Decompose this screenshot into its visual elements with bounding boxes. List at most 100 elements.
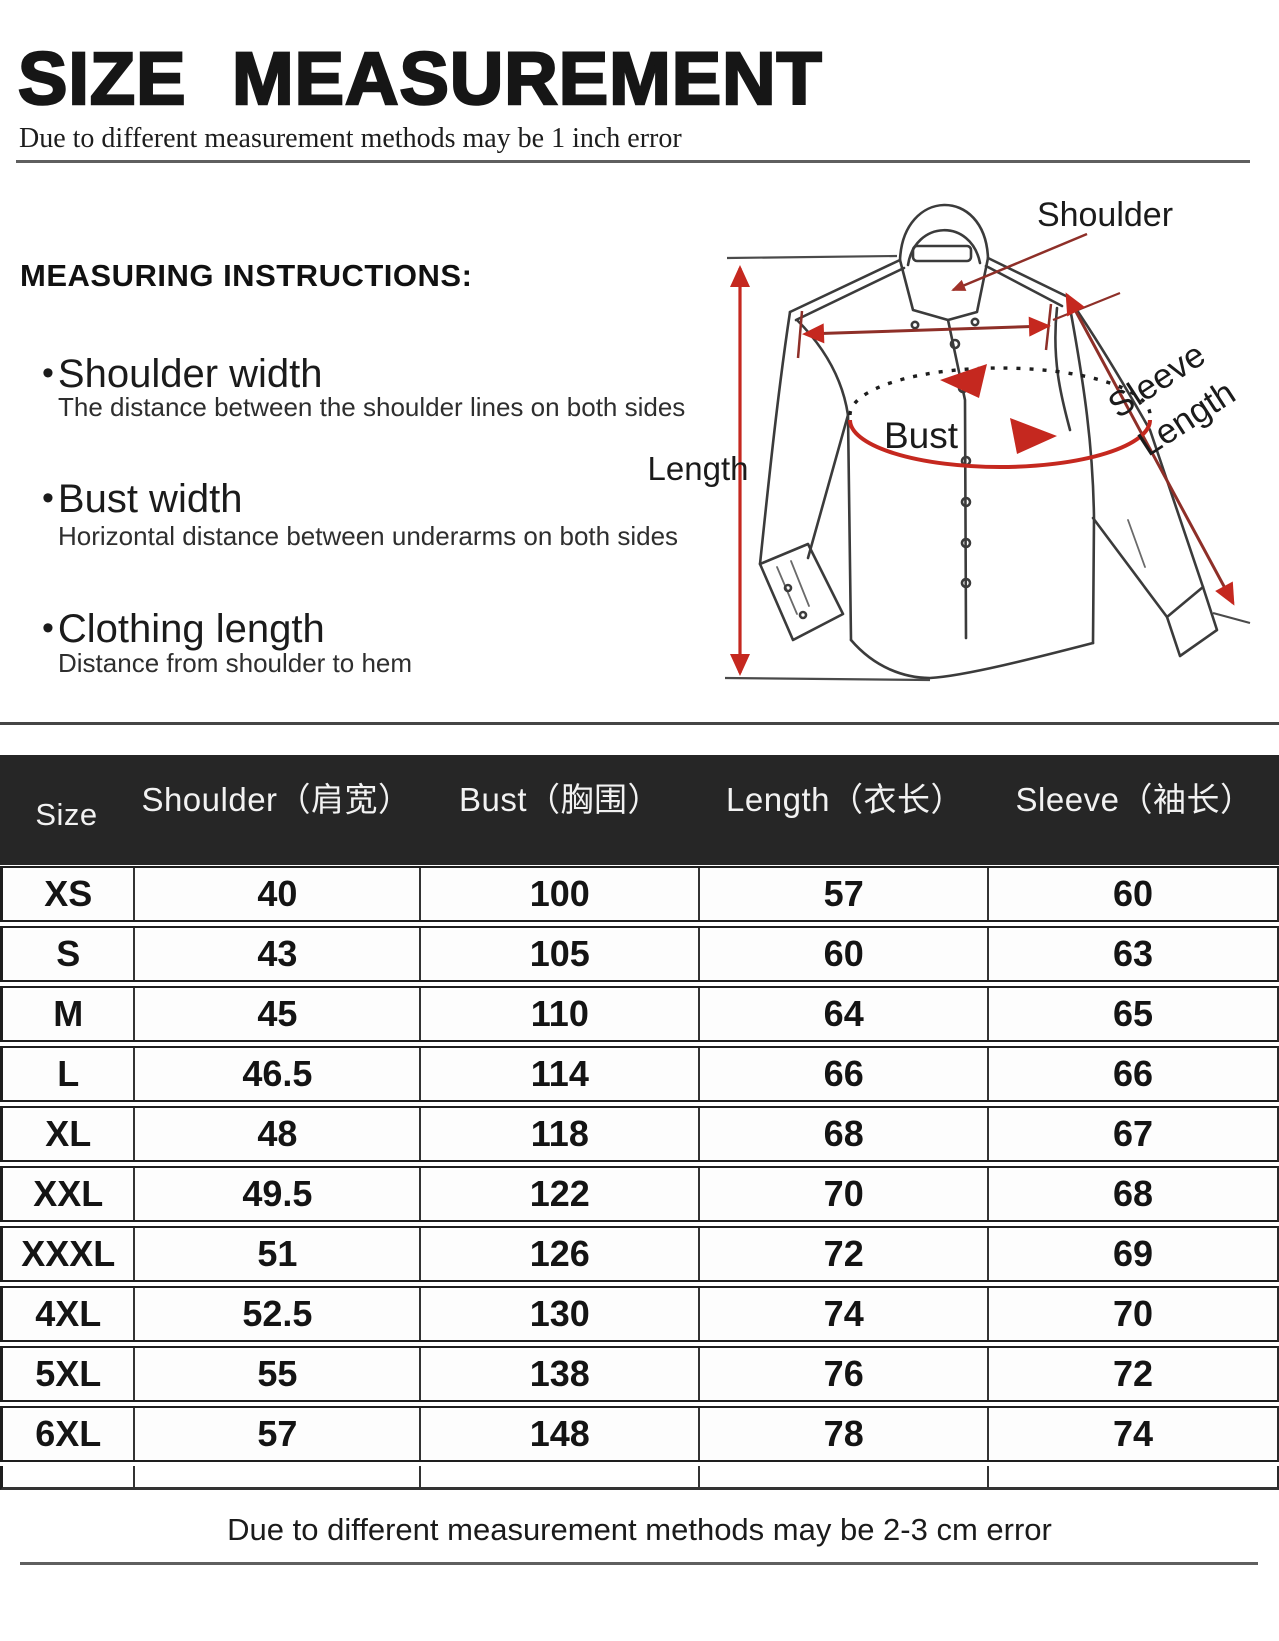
sleeve-cell: 66 xyxy=(1113,1053,1154,1094)
header-label-shoulder: Shoulder（肩宽） xyxy=(141,781,412,818)
size-cell: 6XL xyxy=(3,1408,136,1460)
shoulder-tick-left xyxy=(796,310,804,359)
strip-cell xyxy=(3,1466,136,1487)
title-divider xyxy=(16,160,1250,163)
bust-arrow-left xyxy=(940,364,987,398)
sleeve-cell: 68 xyxy=(1113,1173,1154,1214)
length-cell: 66 xyxy=(700,1048,990,1100)
shoulder-cell: 49.5 xyxy=(135,1168,422,1220)
sleeve-cell: 63 xyxy=(1113,933,1154,974)
length-cell: 76 xyxy=(700,1348,990,1400)
table-row: XL 48 118 68 67 xyxy=(0,1106,1279,1162)
size-cell: XXXL xyxy=(3,1228,136,1280)
bust-cell: 110 xyxy=(421,988,701,1040)
bust-cell: 126 xyxy=(421,1228,701,1280)
instruction-desc-length: Distance from shoulder to hem xyxy=(58,648,413,678)
sleeve-tick-bottom xyxy=(1212,611,1251,625)
header-label-size: Size xyxy=(35,797,98,832)
size-cell: 4XL xyxy=(3,1288,136,1340)
shoulder-cell: 40 xyxy=(135,868,422,920)
length-ref-top-line xyxy=(726,254,898,260)
sleeve-cell: 74 xyxy=(1113,1413,1154,1454)
sleeve-cell: 67 xyxy=(1113,1113,1154,1154)
shirt-measurement-diagram: Shoulder Length Bust Sleeve Length xyxy=(605,168,1279,708)
shoulder-cell: 43 xyxy=(135,928,422,980)
strip-cell xyxy=(989,1466,1277,1487)
bust-ellipse-dashed xyxy=(848,366,1152,416)
size-cell: XL xyxy=(3,1108,136,1160)
instruction-term-length: Clothing length xyxy=(42,607,325,652)
footer-divider xyxy=(20,1562,1258,1565)
table-row: XXXL 51 126 72 69 xyxy=(0,1226,1279,1282)
header-cell-shoulder: Shoulder（肩宽） xyxy=(133,755,420,865)
bust-arrow-right xyxy=(1010,418,1057,454)
strip-cell xyxy=(700,1466,990,1487)
bust-label: Bust xyxy=(884,415,959,456)
bust-cell: 105 xyxy=(421,928,701,980)
header-cell-length: Length（衣长） xyxy=(700,755,990,865)
bust-cell: 118 xyxy=(421,1108,701,1160)
measure-annotations xyxy=(724,232,1251,682)
length-cell: 68 xyxy=(700,1108,990,1160)
shoulder-label: Shoulder xyxy=(1037,196,1173,234)
length-label: Length xyxy=(648,450,749,487)
size-table-header: Size Shoulder（肩宽） Bust（胸围） Length（衣长） Sl… xyxy=(0,755,1279,865)
size-cell: 5XL xyxy=(3,1348,136,1400)
page-title: SIZE MEASUREMENT xyxy=(17,37,823,120)
length-cell: 57 xyxy=(700,868,990,920)
sleeve-cell: 72 xyxy=(1113,1353,1154,1394)
shoulder-cell: 51 xyxy=(135,1228,422,1280)
sleeve-cell: 69 xyxy=(1113,1233,1154,1274)
header-cell-sleeve: Sleeve（袖长） xyxy=(990,755,1279,865)
shoulder-measure-arrow xyxy=(802,316,1051,344)
header-label-sleeve: Sleeve（袖长） xyxy=(1015,781,1254,818)
sleeve-cell: 65 xyxy=(1113,993,1154,1034)
sleeve-cell: 60 xyxy=(1113,873,1154,914)
table-bottom-strip xyxy=(0,1466,1279,1490)
length-cell: 70 xyxy=(700,1168,990,1220)
footer-note: Due to different measurement methods may… xyxy=(227,1512,1052,1547)
length-cell: 74 xyxy=(700,1288,990,1340)
sleeve-cell: 70 xyxy=(1113,1293,1154,1334)
bust-cell: 122 xyxy=(421,1168,701,1220)
table-row: L 46.5 114 66 66 xyxy=(0,1046,1279,1102)
shirt-diagram-svg: Shoulder Length Bust Sleeve Length xyxy=(648,196,1251,682)
bust-ellipse-solid xyxy=(848,419,1152,469)
size-cell: M xyxy=(3,988,136,1040)
table-row: 6XL 57 148 78 74 xyxy=(0,1406,1279,1462)
page-subtitle: Due to different measurement methods may… xyxy=(19,123,682,154)
bust-cell: 114 xyxy=(421,1048,701,1100)
shoulder-leader-line xyxy=(951,232,1088,292)
instruction-term-shoulder: Shoulder width xyxy=(42,352,323,397)
bust-cell: 148 xyxy=(421,1408,701,1460)
instruction-desc-bust: Horizontal distance between underarms on… xyxy=(58,521,679,551)
table-row: XXL 49.5 122 70 68 xyxy=(0,1166,1279,1222)
shoulder-cell: 46.5 xyxy=(135,1048,422,1100)
shoulder-cell: 45 xyxy=(135,988,422,1040)
shoulder-cell: 52.5 xyxy=(135,1288,422,1340)
sleeve-measure-arrow xyxy=(1065,292,1235,606)
table-row: 4XL 52.5 130 74 70 xyxy=(0,1286,1279,1342)
length-ref-bottom-line xyxy=(724,676,931,682)
length-cell: 60 xyxy=(700,928,990,980)
bust-cell: 100 xyxy=(421,868,701,920)
instruction-term-bust: Bust width xyxy=(42,477,243,522)
size-cell: XXL xyxy=(3,1168,136,1220)
strip-cell xyxy=(421,1466,701,1487)
length-cell: 78 xyxy=(700,1408,990,1460)
instructions-heading: MEASURING INSTRUCTIONS: xyxy=(20,258,473,293)
bust-cell: 130 xyxy=(421,1288,701,1340)
table-row: 5XL 55 138 76 72 xyxy=(0,1346,1279,1402)
header-label-length: Length（衣长） xyxy=(726,781,964,818)
strip-cell xyxy=(135,1466,422,1487)
shoulder-cell: 57 xyxy=(135,1408,422,1460)
shoulder-cell: 48 xyxy=(135,1108,422,1160)
instruction-desc-shoulder: The distance between the shoulder lines … xyxy=(58,392,686,422)
size-cell: L xyxy=(3,1048,136,1100)
length-cell: 72 xyxy=(700,1228,990,1280)
table-top-divider xyxy=(0,722,1279,725)
bust-cell: 138 xyxy=(421,1348,701,1400)
size-cell: S xyxy=(3,928,136,980)
length-cell: 64 xyxy=(700,988,990,1040)
table-row: M 45 110 64 65 xyxy=(0,986,1279,1042)
